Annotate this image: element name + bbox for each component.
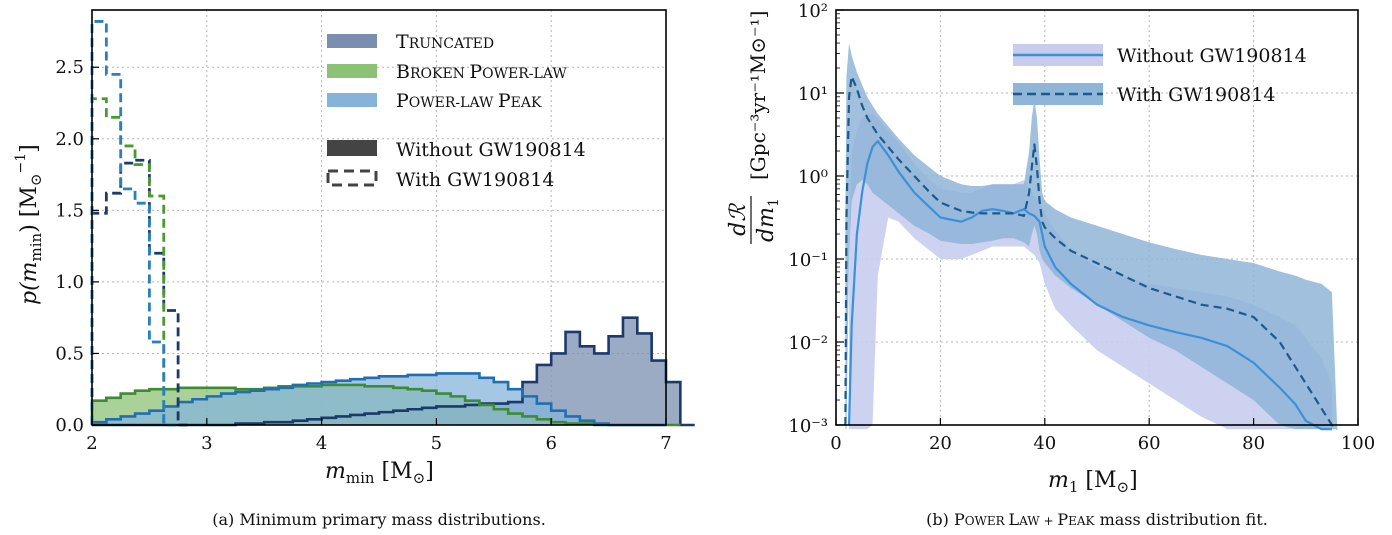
legend-swatch-without (327, 140, 377, 156)
line-dashed (844, 75, 1338, 431)
hist-fill-truncated (92, 317, 695, 425)
legend-swatch-broken-power-law (327, 64, 377, 78)
x-tick-label: 40 (1033, 433, 1056, 454)
y-tick-label: 2.0 (55, 129, 84, 150)
panel-b-ylabel-num: dℛ (726, 203, 751, 236)
x-tick-label: 20 (929, 433, 952, 454)
x-tick-label: 6 (545, 433, 556, 454)
y-tick-label: 10⁰ (798, 167, 828, 188)
legend-swatch-truncated (327, 34, 377, 48)
x-tick-label: 3 (201, 433, 212, 454)
panel-b: 0 20 40 60 80 100 10⁻³ 10⁻² 10⁻¹ 10⁰ 10¹ 10² Withou… (726, 1, 1375, 529)
legend-swatch-with (326, 169, 378, 187)
legend-label-with-b: With GW190814 (1117, 84, 1275, 106)
x-tick-label: 80 (1242, 433, 1265, 454)
panel-a-xlabel: mmin [M⊙] (325, 459, 434, 487)
panel-a-caption: (a) Minimum primary mass distributions. (212, 510, 546, 529)
y-tick-label: 10⁻¹ (788, 250, 828, 271)
hist-fill-power-law-peak (92, 373, 666, 425)
panel-b-ticks: 0 20 40 60 80 100 10⁻³ 10⁻² 10⁻¹ 10⁰ 10¹ 10² (788, 1, 1375, 454)
legend-label-without-b: Without GW190814 (1117, 45, 1307, 67)
y-tick-label: 10⁻² (788, 333, 828, 354)
y-tick-label: 1.5 (55, 200, 84, 221)
panel-b-lines (844, 75, 1338, 431)
legend-label-with: With GW190814 (396, 169, 554, 191)
y-tick-label: 2.5 (55, 57, 84, 78)
hist-dashed-broken-power-law (90, 97, 179, 427)
panel-a-ylabel: p(mmin) [M⊙−1] (13, 144, 45, 305)
y-tick-label: 1.0 (55, 272, 84, 293)
panel-a-ticks: 2 3 4 5 6 7 0.0 0.5 1.0 1.5 2.0 2.5 (55, 57, 671, 454)
band-dashed (845, 43, 1338, 430)
x-tick-label: 4 (316, 433, 327, 454)
hist-dashed-truncated (90, 158, 193, 427)
legend-label-without: Without GW190814 (396, 139, 586, 161)
legend-label-power-law-peak: POWER-LAW PEAK (396, 90, 542, 112)
x-tick-label: 2 (86, 433, 97, 454)
hist-line-truncated (92, 316, 695, 427)
y-tick-label: 10⁻³ (788, 416, 828, 437)
panel-b-ylabel-units: [Gpc⁻³yr⁻¹M⊙⁻¹] (746, 11, 770, 180)
panel-b-legend: Without GW190814 With GW190814 (1013, 44, 1307, 106)
panel-a-histogram-fills (92, 317, 695, 425)
y-tick-label: 0.5 (55, 343, 84, 364)
panel-b-caption: (b) POWER LAW + PEAK mass distribution f… (926, 510, 1268, 529)
x-tick-label: 0 (830, 433, 841, 454)
hist-dashed-power-law-peak (90, 20, 179, 427)
legend-swatch-power-law-peak (327, 93, 377, 107)
panel-a: 2 3 4 5 6 7 0.0 0.5 1.0 1.5 2.0 2.5 TRUNCATED BROKE… (13, 9, 695, 529)
y-tick-label: 10² (798, 1, 828, 22)
panel-b-ylabel-den: dm1 (754, 198, 782, 242)
panel-a-legend: TRUNCATED BROKEN POWER-LAW POWER-LAW PEA… (326, 31, 586, 191)
x-tick-label: 5 (431, 433, 442, 454)
legend-label-broken-power-law: BROKEN POWER-LAW (396, 61, 567, 83)
panel-b-xlabel: m1 [M⊙] (1048, 468, 1138, 496)
x-tick-label: 60 (1138, 433, 1161, 454)
panel-a-frame (91, 9, 667, 426)
panel-b-ylabel: dℛ dm1 [Gpc⁻³yr⁻¹M⊙⁻¹] (726, 11, 782, 244)
legend-label-truncated: TRUNCATED (396, 31, 494, 53)
y-tick-label: 0.0 (55, 415, 84, 436)
x-tick-label: 100 (1341, 433, 1375, 454)
line-solid (847, 140, 1332, 431)
panel-b-bands (845, 43, 1338, 430)
x-tick-label: 7 (660, 433, 671, 454)
y-tick-label: 10¹ (798, 84, 828, 105)
panel-b-frame (835, 9, 1359, 426)
